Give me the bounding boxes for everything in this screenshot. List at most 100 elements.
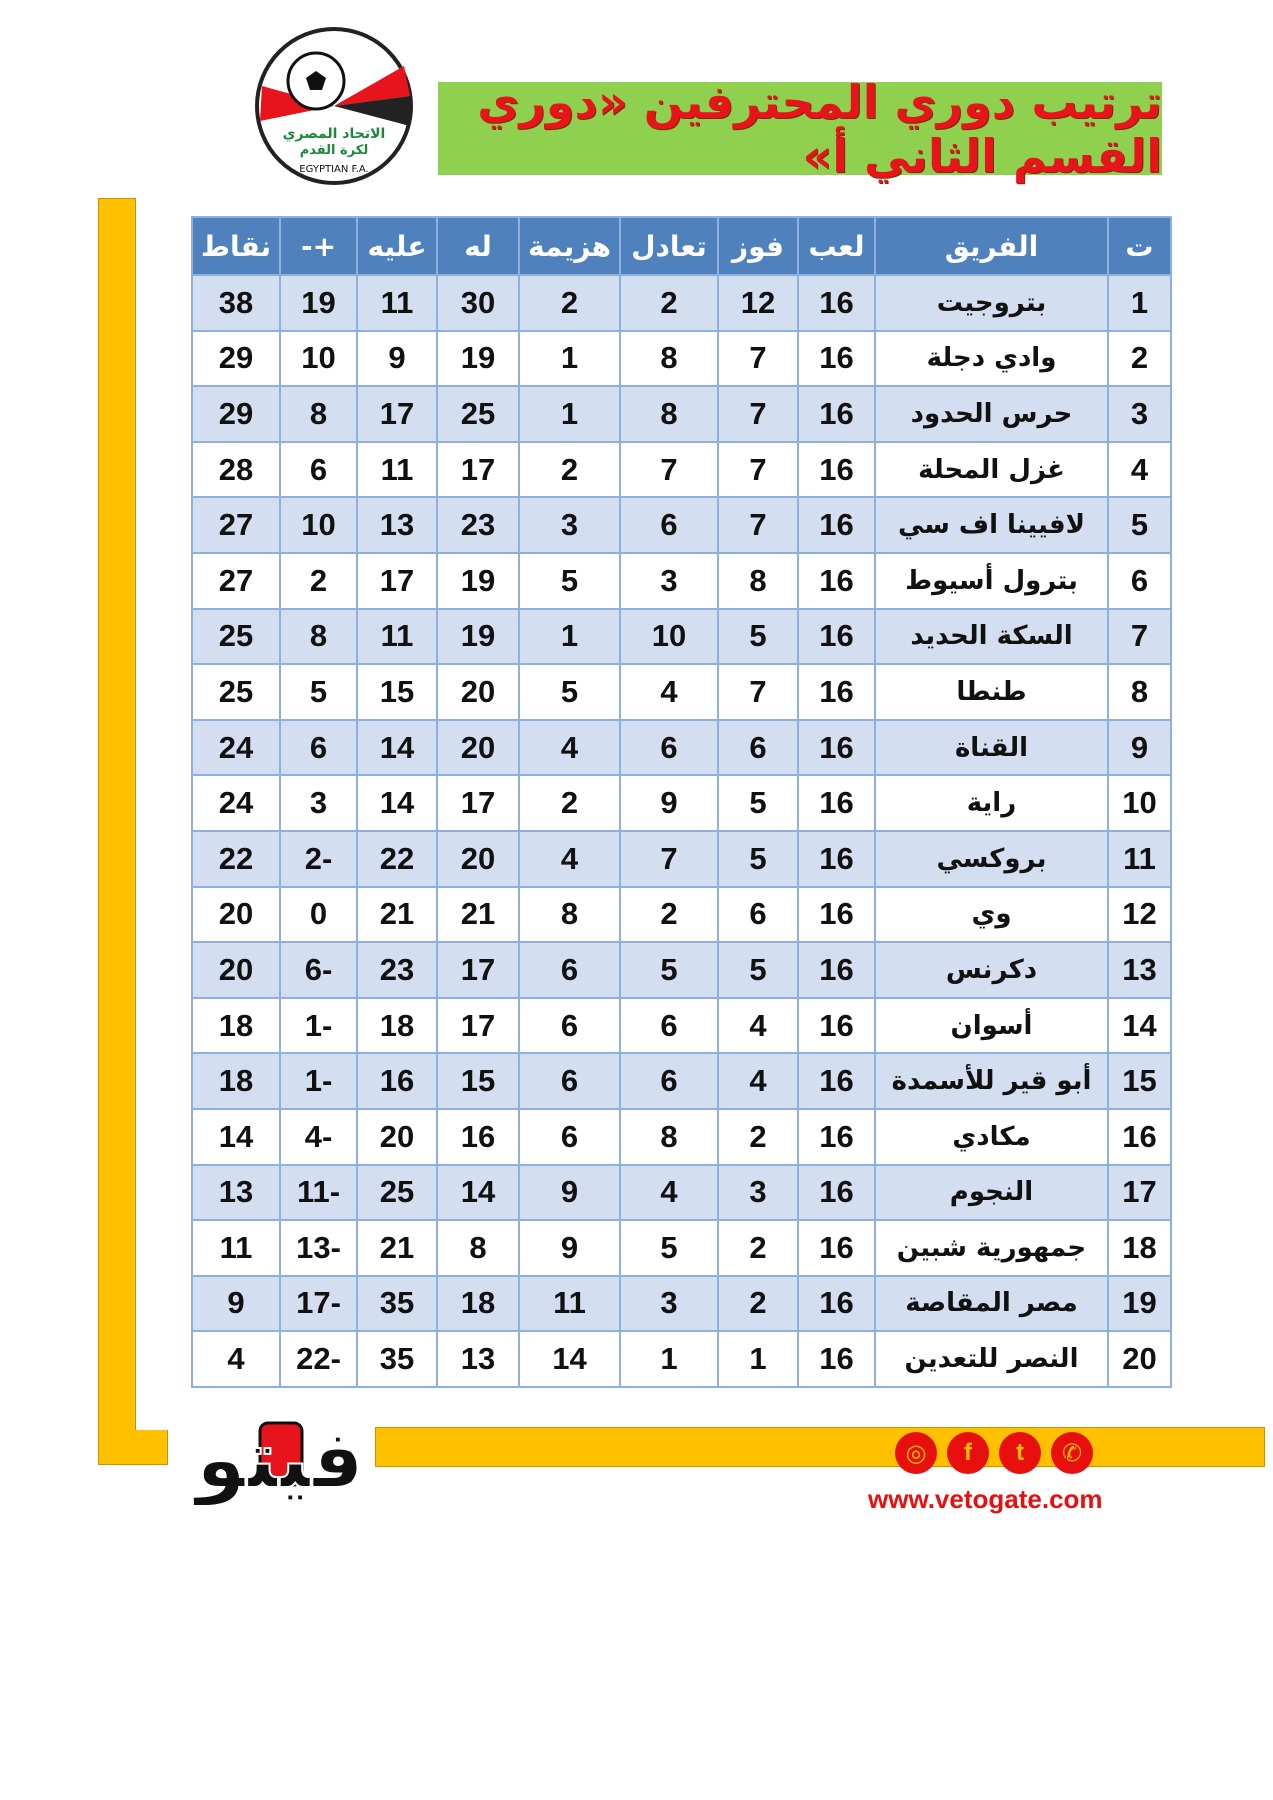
table-cell: 18 — [356, 996, 438, 1055]
table-cell: 13 — [191, 1163, 281, 1222]
table-cell: 7 — [1107, 607, 1172, 666]
table-cell: 24 — [191, 718, 281, 777]
table-cell: 20 — [191, 885, 281, 944]
table-cell: 8 — [518, 885, 621, 944]
table-cell: 9 — [356, 329, 438, 388]
table-cell: 16 — [797, 607, 876, 666]
table-cell: 8 — [619, 1107, 719, 1166]
table-cell: 15 — [356, 663, 438, 721]
table-cell: 4 — [191, 1330, 281, 1388]
table-cell: 3 — [279, 774, 358, 832]
table-row: 13 دكرنس 16 5 5 6 17 23 -6 20 — [191, 941, 1172, 999]
table-cell: 16 — [797, 551, 876, 610]
table-cell: 3 — [619, 1274, 719, 1333]
table-cell: 0 — [279, 885, 358, 944]
team-name: أسوان — [874, 996, 1109, 1055]
table-cell: -13 — [279, 1219, 358, 1277]
team-name: القناة — [874, 718, 1109, 777]
table-row: 19 مصر المقاصة 16 2 3 11 18 35 -17 9 — [191, 1274, 1172, 1333]
column-header: لعب — [797, 216, 876, 276]
table-cell: 17 — [436, 440, 520, 499]
table-cell: 7 — [717, 440, 799, 499]
table-cell: 16 — [436, 1107, 520, 1166]
team-name: غزل المحلة — [874, 440, 1109, 499]
social-icons: ◎ f t ✆ — [895, 1432, 1093, 1474]
column-header: له — [436, 216, 520, 276]
table-cell: 6 — [1107, 551, 1172, 610]
table-cell: 14 — [518, 1330, 621, 1388]
table-row: 9 القناة 16 6 6 4 20 14 6 24 — [191, 718, 1172, 777]
facebook-icon[interactable]: f — [947, 1432, 989, 1474]
table-cell: 11 — [1107, 829, 1172, 888]
table-cell: 6 — [518, 941, 621, 999]
table-cell: -2 — [279, 829, 358, 888]
table-cell: 4 — [1107, 440, 1172, 499]
table-cell: 25 — [191, 663, 281, 721]
table-cell: -22 — [279, 1330, 358, 1388]
table-cell: 19 — [279, 274, 358, 332]
table-cell: 14 — [356, 718, 438, 777]
table-cell: 5 — [619, 1219, 719, 1277]
table-cell: 10 — [619, 607, 719, 666]
table-cell: 6 — [717, 885, 799, 944]
table-cell: 30 — [436, 274, 520, 332]
table-cell: 20 — [436, 663, 520, 721]
table-cell: 8 — [717, 551, 799, 610]
table-cell: 7 — [717, 385, 799, 443]
table-cell: 21 — [356, 1219, 438, 1277]
table-cell: 10 — [1107, 774, 1172, 832]
column-header: تعادل — [619, 216, 719, 276]
table-cell: 17 — [436, 774, 520, 832]
egyptian-fa-logo: الاتحاد المصري لكرة القدم EGYPTIAN F.A. — [255, 27, 413, 185]
table-cell: 12 — [717, 274, 799, 332]
table-cell: 15 — [1107, 1052, 1172, 1110]
table-cell: 1 — [717, 1330, 799, 1388]
table-cell: 11 — [356, 440, 438, 499]
table-cell: 7 — [717, 663, 799, 721]
table-cell: 20 — [436, 718, 520, 777]
table-row: 16 مكادي 16 2 8 6 16 20 -4 14 — [191, 1107, 1172, 1166]
table-cell: -1 — [279, 1052, 358, 1110]
column-header: الفريق — [874, 216, 1109, 276]
twitter-icon[interactable]: t — [999, 1432, 1041, 1474]
table-cell: 3 — [619, 551, 719, 610]
table-cell: 16 — [797, 885, 876, 944]
table-cell: 16 — [797, 1330, 876, 1388]
table-cell: 11 — [191, 1219, 281, 1277]
team-name: راية — [874, 774, 1109, 832]
table-cell: 16 — [797, 718, 876, 777]
table-cell: 27 — [191, 496, 281, 554]
table-cell: 8 — [279, 385, 358, 443]
table-cell: 2 — [279, 551, 358, 610]
table-cell: 17 — [1107, 1163, 1172, 1222]
column-header: عليه — [356, 216, 438, 276]
table-cell: 7 — [717, 496, 799, 554]
table-cell: 20 — [191, 941, 281, 999]
team-name: وي — [874, 885, 1109, 944]
column-header: فوز — [717, 216, 799, 276]
column-header: +- — [279, 216, 358, 276]
table-cell: 16 — [797, 1163, 876, 1222]
svg-text:الاتحاد المصري: الاتحاد المصري — [283, 126, 386, 143]
table-cell: -17 — [279, 1274, 358, 1333]
table-cell: 29 — [191, 385, 281, 443]
table-cell: 2 — [717, 1274, 799, 1333]
table-cell: 5 — [279, 663, 358, 721]
table-row: 18 جمهورية شبين 16 2 5 9 8 21 -13 11 — [191, 1219, 1172, 1277]
table-cell: 20 — [436, 829, 520, 888]
column-header: ت — [1107, 216, 1172, 276]
table-row: 12 وي 16 6 2 8 21 21 0 20 — [191, 885, 1172, 944]
instagram-icon[interactable]: ◎ — [895, 1432, 937, 1474]
table-cell: 18 — [191, 1052, 281, 1110]
table-cell: 2 — [518, 274, 621, 332]
website-url[interactable]: www.vetogate.com — [868, 1484, 1103, 1514]
table-cell: 17 — [356, 551, 438, 610]
table-cell: 1 — [1107, 274, 1172, 332]
whatsapp-icon[interactable]: ✆ — [1051, 1432, 1093, 1474]
table-cell: -6 — [279, 941, 358, 999]
table-cell: 4 — [619, 663, 719, 721]
table-cell: 18 — [191, 996, 281, 1055]
page-title: ترتيب دوري المحترفين «دوري القسم الثاني … — [477, 74, 1162, 183]
table-cell: 16 — [1107, 1107, 1172, 1166]
table-cell: 16 — [797, 1052, 876, 1110]
